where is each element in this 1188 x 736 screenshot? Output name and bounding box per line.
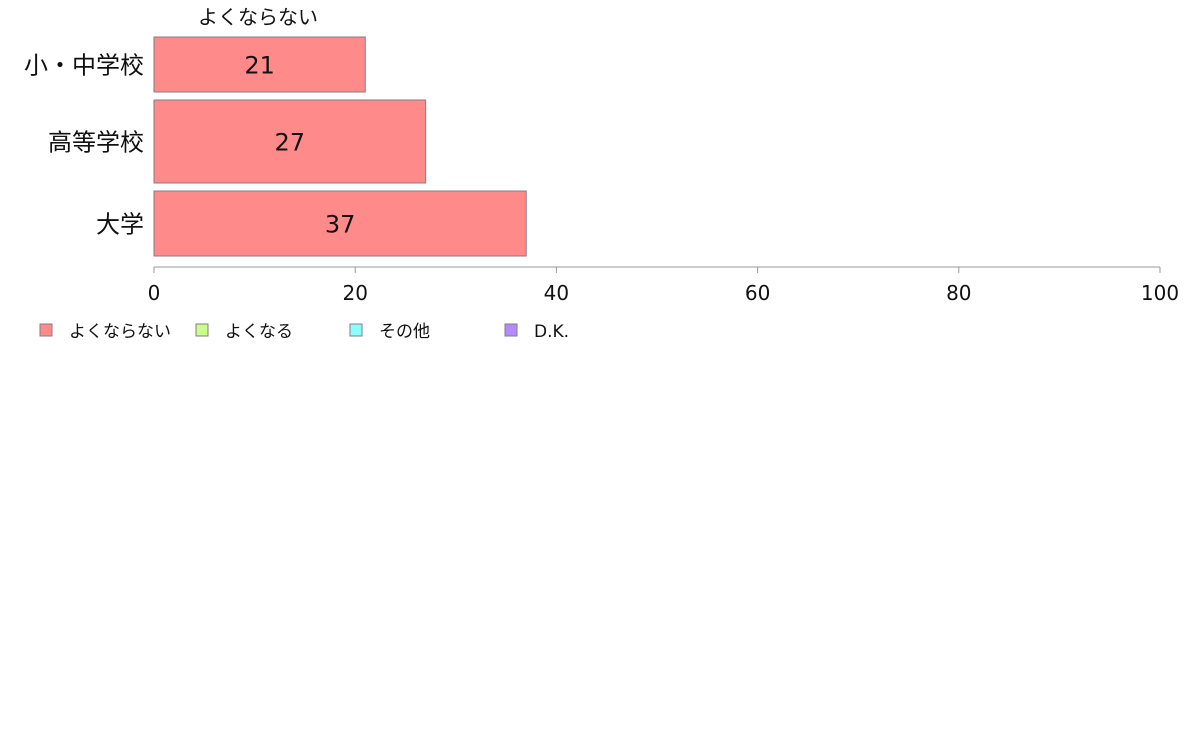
bar xyxy=(153,36,366,93)
bars-layer: 小・中学校 21 高等学校 27 大学 37 xyxy=(24,36,527,257)
x-tick-label: 0 xyxy=(148,281,161,305)
x-tick-label: 80 xyxy=(946,281,971,305)
bar-value-label: 21 xyxy=(244,52,275,80)
category-label: 高等学校 xyxy=(48,129,144,157)
x-tick-label: 20 xyxy=(342,281,367,305)
x-tick-label: 100 xyxy=(1141,281,1179,305)
series-header: よくならない xyxy=(198,5,318,29)
legend-label: よくなる xyxy=(225,322,293,342)
legend-label: その他 xyxy=(379,322,430,342)
legend-label: よくならない xyxy=(69,322,171,342)
category-label: 大学 xyxy=(96,211,144,239)
bar-value-label: 37 xyxy=(325,211,356,239)
legend-swatch xyxy=(39,323,53,337)
legend-label: D.K. xyxy=(534,322,569,342)
bar xyxy=(153,190,527,257)
bar-value-label: 27 xyxy=(275,129,306,157)
x-tick-label: 40 xyxy=(544,281,569,305)
legend: よくならない よくなる その他 D.K. xyxy=(39,322,569,342)
x-tick-label: 60 xyxy=(745,281,770,305)
category-label: 小・中学校 xyxy=(24,52,144,80)
legend-swatch xyxy=(504,323,518,337)
legend-swatch xyxy=(349,323,363,337)
x-axis: 0 20 40 60 80 100 xyxy=(148,266,1179,305)
legend-swatch xyxy=(195,323,209,337)
bar xyxy=(153,99,427,184)
